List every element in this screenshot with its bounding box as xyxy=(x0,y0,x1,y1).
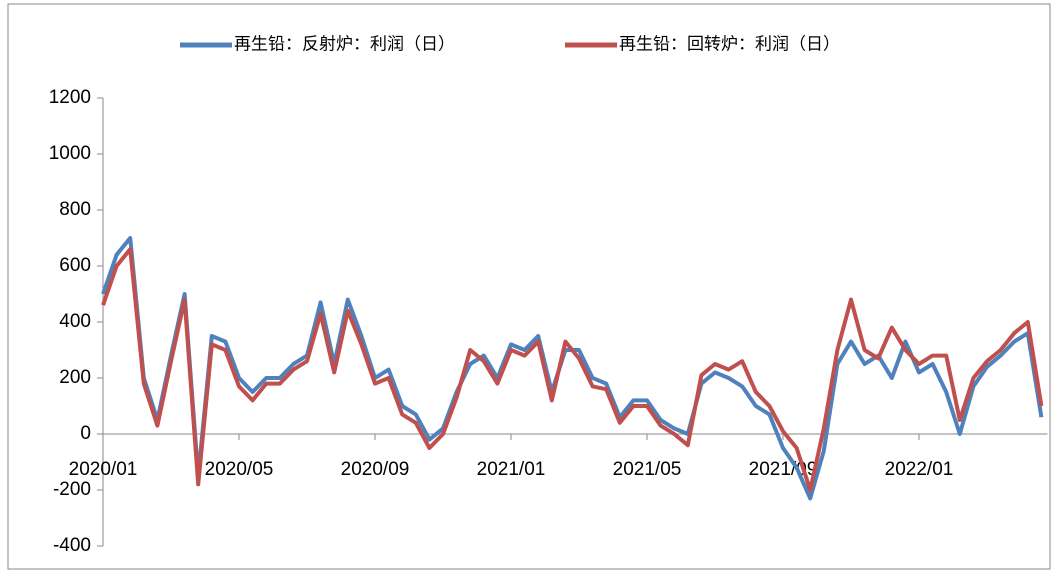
x-tick-label: 2020/09 xyxy=(341,459,410,480)
y-tick-label: 400 xyxy=(59,311,91,332)
series-line xyxy=(101,247,1044,492)
x-tick-label: 2021/01 xyxy=(477,459,546,480)
y-tick-label: 600 xyxy=(59,255,91,276)
legend-label: 再生铅：反射炉：利润（日） xyxy=(234,34,455,53)
chart-border xyxy=(7,3,1051,570)
x-tick-label: 2022/01 xyxy=(885,459,954,480)
y-tick-label: -400 xyxy=(53,535,91,556)
x-tick-label: 2020/05 xyxy=(205,459,274,480)
legend-label: 再生铅：回转炉：利润（日） xyxy=(619,34,840,53)
y-tick-label: 0 xyxy=(80,423,91,444)
legend: 再生铅：反射炉：利润（日） 再生铅：回转炉：利润（日） xyxy=(180,34,840,53)
y-tick-label: 1000 xyxy=(49,143,91,164)
y-tick-label: 800 xyxy=(59,199,91,220)
x-tick-label: 2020/01 xyxy=(69,459,138,480)
y-tick-label: 200 xyxy=(59,367,91,388)
y-tick-label: -200 xyxy=(53,479,91,500)
y-tick-label: 1200 xyxy=(49,87,91,108)
x-tick-label: 2021/05 xyxy=(613,459,682,480)
